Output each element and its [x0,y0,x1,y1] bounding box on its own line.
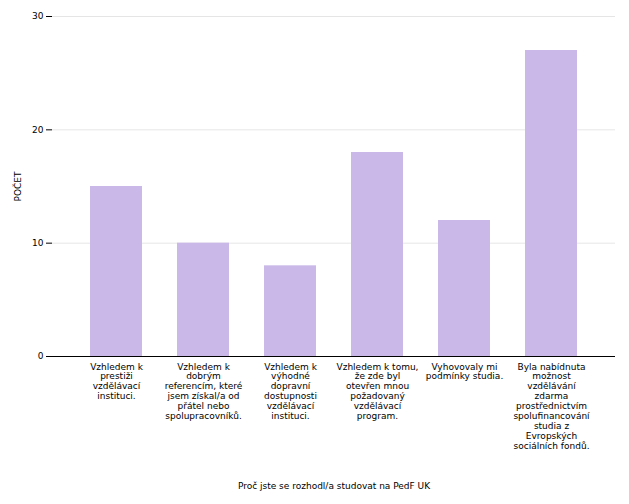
svg-text:Proč jste se rozhodl/a studova: Proč jste se rozhodl/a studovat na PedF … [238,481,431,491]
svg-text:Vzhledem kdobrýmreferencím, kt: Vzhledem kdobrýmreferencím, kteréjsem zí… [165,362,243,422]
svg-text:Vzhledem kprestiživzdělávacíin: Vzhledem kprestiživzdělávacíinstituci. [90,362,144,402]
svg-text:Vzhledem kvýhodnédopravnídostu: Vzhledem kvýhodnédopravnídostupnostivzdě… [264,362,318,422]
svg-text:Vyhovovaly mipodmínky studia.: Vyhovovaly mipodmínky studia. [426,362,504,382]
svg-text:20: 20 [32,125,44,135]
svg-text:30: 30 [32,11,44,21]
svg-text:Vzhledem k tomu,že zde bylotev: Vzhledem k tomu,že zde bylotevřen mnoupo… [337,362,419,422]
svg-text:10: 10 [32,238,44,248]
svg-text:Byla nabídnutamožnostvzděláván: Byla nabídnutamožnostvzdělávánízdarmapro… [513,362,590,451]
svg-text:POČET: POČET [12,171,23,201]
svg-text:0: 0 [38,351,44,361]
